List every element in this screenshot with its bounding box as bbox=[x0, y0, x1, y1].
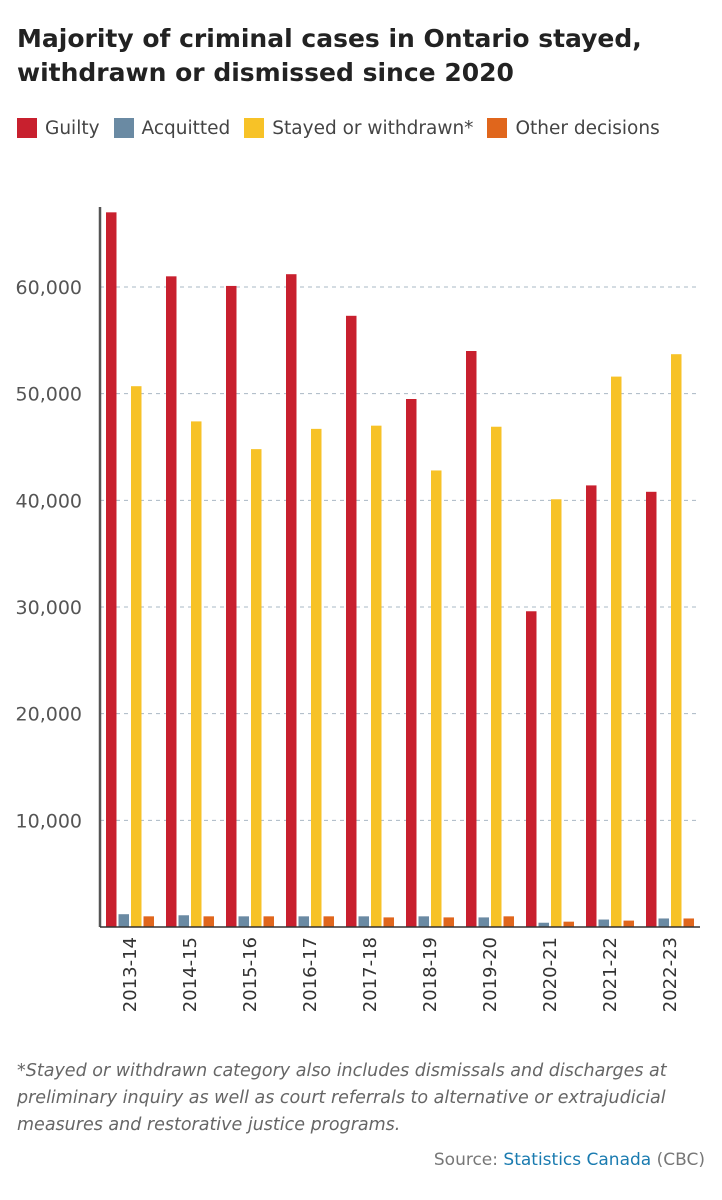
y-tick-label: 20,000 bbox=[16, 704, 82, 726]
bar-guilty bbox=[286, 274, 297, 927]
bar-other-decisions bbox=[683, 918, 694, 927]
x-tick-label: 2013-14 bbox=[120, 937, 141, 1012]
x-tick-label: 2015-16 bbox=[240, 937, 261, 1012]
x-tick-label: 2018-19 bbox=[420, 937, 441, 1012]
x-tick-label: 2020-21 bbox=[540, 937, 561, 1012]
bar-chart: 10,000 20,000 30,000 40,000 50,000 60,000 2013… bbox=[16, 207, 700, 1012]
bar-acquitted bbox=[538, 922, 549, 927]
bar-stayed-or-withdrawn bbox=[191, 421, 202, 927]
bar-guilty bbox=[346, 315, 357, 927]
legend-label-guilty: Guilty bbox=[45, 117, 100, 139]
bar-acquitted bbox=[298, 916, 309, 927]
legend-swatch-guilty bbox=[17, 118, 37, 138]
x-tick-label: 2021-22 bbox=[600, 937, 621, 1012]
bar-stayed-or-withdrawn bbox=[431, 470, 442, 927]
x-tick-label: 2022-23 bbox=[660, 937, 681, 1012]
bar-guilty bbox=[106, 212, 117, 928]
bar-stayed-or-withdrawn bbox=[551, 499, 562, 927]
bar-acquitted bbox=[118, 914, 129, 927]
bar-stayed-or-withdrawn bbox=[311, 428, 322, 927]
bar-other-decisions bbox=[503, 916, 514, 927]
bar-other-decisions bbox=[443, 917, 454, 927]
x-tick-label: 2017-18 bbox=[360, 937, 381, 1012]
legend-swatch-acquitted bbox=[113, 118, 134, 138]
bar-acquitted bbox=[418, 916, 429, 927]
bar-other-decisions bbox=[203, 916, 214, 927]
bar-stayed-or-withdrawn bbox=[491, 426, 502, 927]
legend-label-acquitted: Acquitted bbox=[141, 117, 231, 139]
chart-title: Majority of criminal cases in Ontario st… bbox=[17, 24, 642, 87]
legend-label-other: Other decisions bbox=[515, 117, 660, 139]
y-tick-label: 50,000 bbox=[16, 384, 82, 406]
y-tick-label: 40,000 bbox=[16, 490, 82, 512]
bar-stayed-or-withdrawn bbox=[671, 354, 682, 927]
bar-guilty bbox=[646, 491, 657, 927]
bar-guilty bbox=[226, 285, 237, 927]
y-tick-label: 30,000 bbox=[16, 597, 82, 619]
y-tick-label: 10,000 bbox=[16, 810, 82, 832]
bar-guilty bbox=[466, 351, 477, 927]
legend-label-stayed: Stayed or withdrawn* bbox=[272, 117, 474, 139]
bar-guilty bbox=[166, 276, 177, 927]
legend: Guilty Acquitted Stayed or withdrawn* Ot… bbox=[17, 114, 674, 142]
bar-guilty bbox=[406, 399, 417, 927]
bar-acquitted bbox=[358, 916, 369, 927]
source-credit: (CBC) bbox=[656, 1150, 705, 1170]
footnote: *Stayed or withdrawn category also inclu… bbox=[17, 1061, 667, 1135]
bar-stayed-or-withdrawn bbox=[611, 376, 622, 928]
x-tick-label: 2014-15 bbox=[180, 937, 201, 1012]
legend-swatch-stayed bbox=[244, 118, 265, 138]
bar-other-decisions bbox=[383, 917, 394, 927]
bar-other-decisions bbox=[263, 916, 274, 927]
legend-item-acquitted: Acquitted bbox=[113, 117, 231, 139]
bar-stayed-or-withdrawn bbox=[371, 425, 382, 927]
bar-acquitted bbox=[178, 915, 189, 927]
bar-other-decisions bbox=[563, 921, 574, 927]
bar-acquitted bbox=[478, 917, 489, 927]
source-line: Source: Statistics Canada (CBC) bbox=[434, 1150, 705, 1170]
legend-item-stayed: Stayed or withdrawn* bbox=[244, 118, 473, 139]
bar-other-decisions bbox=[143, 916, 154, 927]
bar-acquitted bbox=[598, 919, 609, 927]
bar-acquitted bbox=[238, 916, 249, 927]
legend-item-guilty: Guilty bbox=[17, 118, 100, 139]
bar-guilty bbox=[586, 485, 597, 927]
source-label: Source: bbox=[433, 1150, 498, 1170]
bar-other-decisions bbox=[323, 916, 334, 927]
legend-item-other: Other decisions bbox=[487, 117, 660, 139]
legend-swatch-other bbox=[487, 118, 508, 138]
bar-stayed-or-withdrawn bbox=[251, 449, 262, 927]
bar-other-decisions bbox=[623, 920, 634, 927]
y-tick-label: 60,000 bbox=[16, 277, 82, 299]
bar-guilty bbox=[526, 611, 537, 927]
bar-acquitted bbox=[658, 918, 669, 927]
x-tick-label: 2019-20 bbox=[480, 937, 501, 1012]
source-link[interactable]: Statistics Canada bbox=[503, 1150, 652, 1170]
bar-stayed-or-withdrawn bbox=[131, 386, 142, 927]
x-tick-label: 2016-17 bbox=[300, 937, 321, 1012]
